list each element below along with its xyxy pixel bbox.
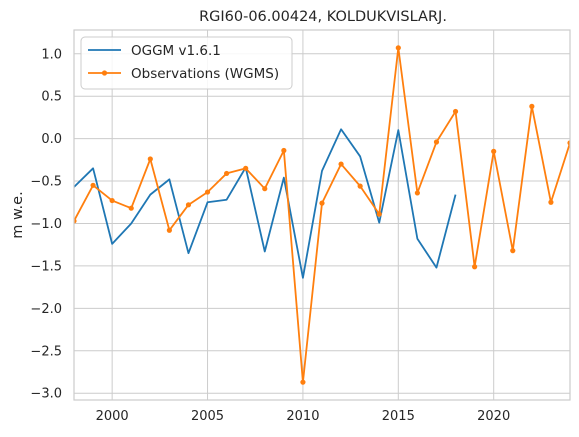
data-point <box>204 189 211 195</box>
data-point <box>166 227 172 233</box>
data-point <box>185 202 192 208</box>
x-axis-ticks: 2000 2005 2010 2015 2020 <box>96 409 511 424</box>
x-tick-label: 2005 <box>191 409 224 424</box>
data-point <box>529 103 535 109</box>
legend: OGGM v1.6.1 Observations (WGMS) <box>80 36 293 90</box>
data-point <box>300 379 306 385</box>
series-group <box>74 45 570 385</box>
data-point <box>395 45 401 51</box>
data-point <box>452 108 459 115</box>
series-line-1 <box>74 46 570 384</box>
legend-box <box>80 36 293 90</box>
data-point <box>243 165 249 171</box>
data-point <box>74 218 77 224</box>
data-point <box>338 161 344 167</box>
x-tick-label: 2015 <box>382 409 415 424</box>
data-point <box>548 199 554 205</box>
data-point <box>510 248 516 254</box>
data-point <box>567 140 570 146</box>
data-point <box>472 264 478 270</box>
data-point <box>262 186 268 192</box>
series-line-0 <box>74 128 457 279</box>
legend-marker-wgms <box>101 70 108 76</box>
data-point <box>491 148 497 154</box>
data-point <box>319 200 325 206</box>
x-tick-label: 2010 <box>286 409 319 424</box>
legend-label-wgms: Observations (WGMS) <box>131 66 279 82</box>
y-tick-label: −0.5 <box>30 175 62 190</box>
x-tick-label: 2000 <box>96 409 129 424</box>
y-tick-label: 0.0 <box>41 132 62 147</box>
y-tick-label: −1.0 <box>30 217 62 232</box>
data-point <box>109 197 115 204</box>
plot-frame <box>73 29 571 401</box>
data-point <box>147 156 153 162</box>
y-tick-label: −2.0 <box>30 302 62 317</box>
y-tick-label: 0.5 <box>41 90 62 105</box>
y-tick-label: −2.5 <box>30 344 62 359</box>
chart-title: RGI60-06.00424, KOLDUKVISLARJ. <box>199 9 447 25</box>
legend-label-oggm: OGGM v1.6.1 <box>131 43 221 59</box>
y-tick-label: 1.0 <box>41 47 62 62</box>
data-point <box>376 211 382 217</box>
data-point <box>90 182 96 188</box>
y-axis-ticks: 1.0 0.5 0.0 −0.5 −1.0 −1.5 −2.0 −2.5 −3.0 <box>30 47 62 401</box>
data-point <box>433 139 440 145</box>
x-tick-label: 2020 <box>477 409 510 424</box>
data-point <box>414 190 420 196</box>
y-tick-label: −1.5 <box>30 259 62 274</box>
data-point <box>224 170 230 177</box>
series-layer <box>74 45 570 385</box>
y-axis-label: m w.e. <box>10 191 26 238</box>
y-tick-label: −3.0 <box>30 387 62 402</box>
data-point <box>357 183 363 189</box>
data-point <box>128 205 134 211</box>
data-point <box>281 147 287 154</box>
